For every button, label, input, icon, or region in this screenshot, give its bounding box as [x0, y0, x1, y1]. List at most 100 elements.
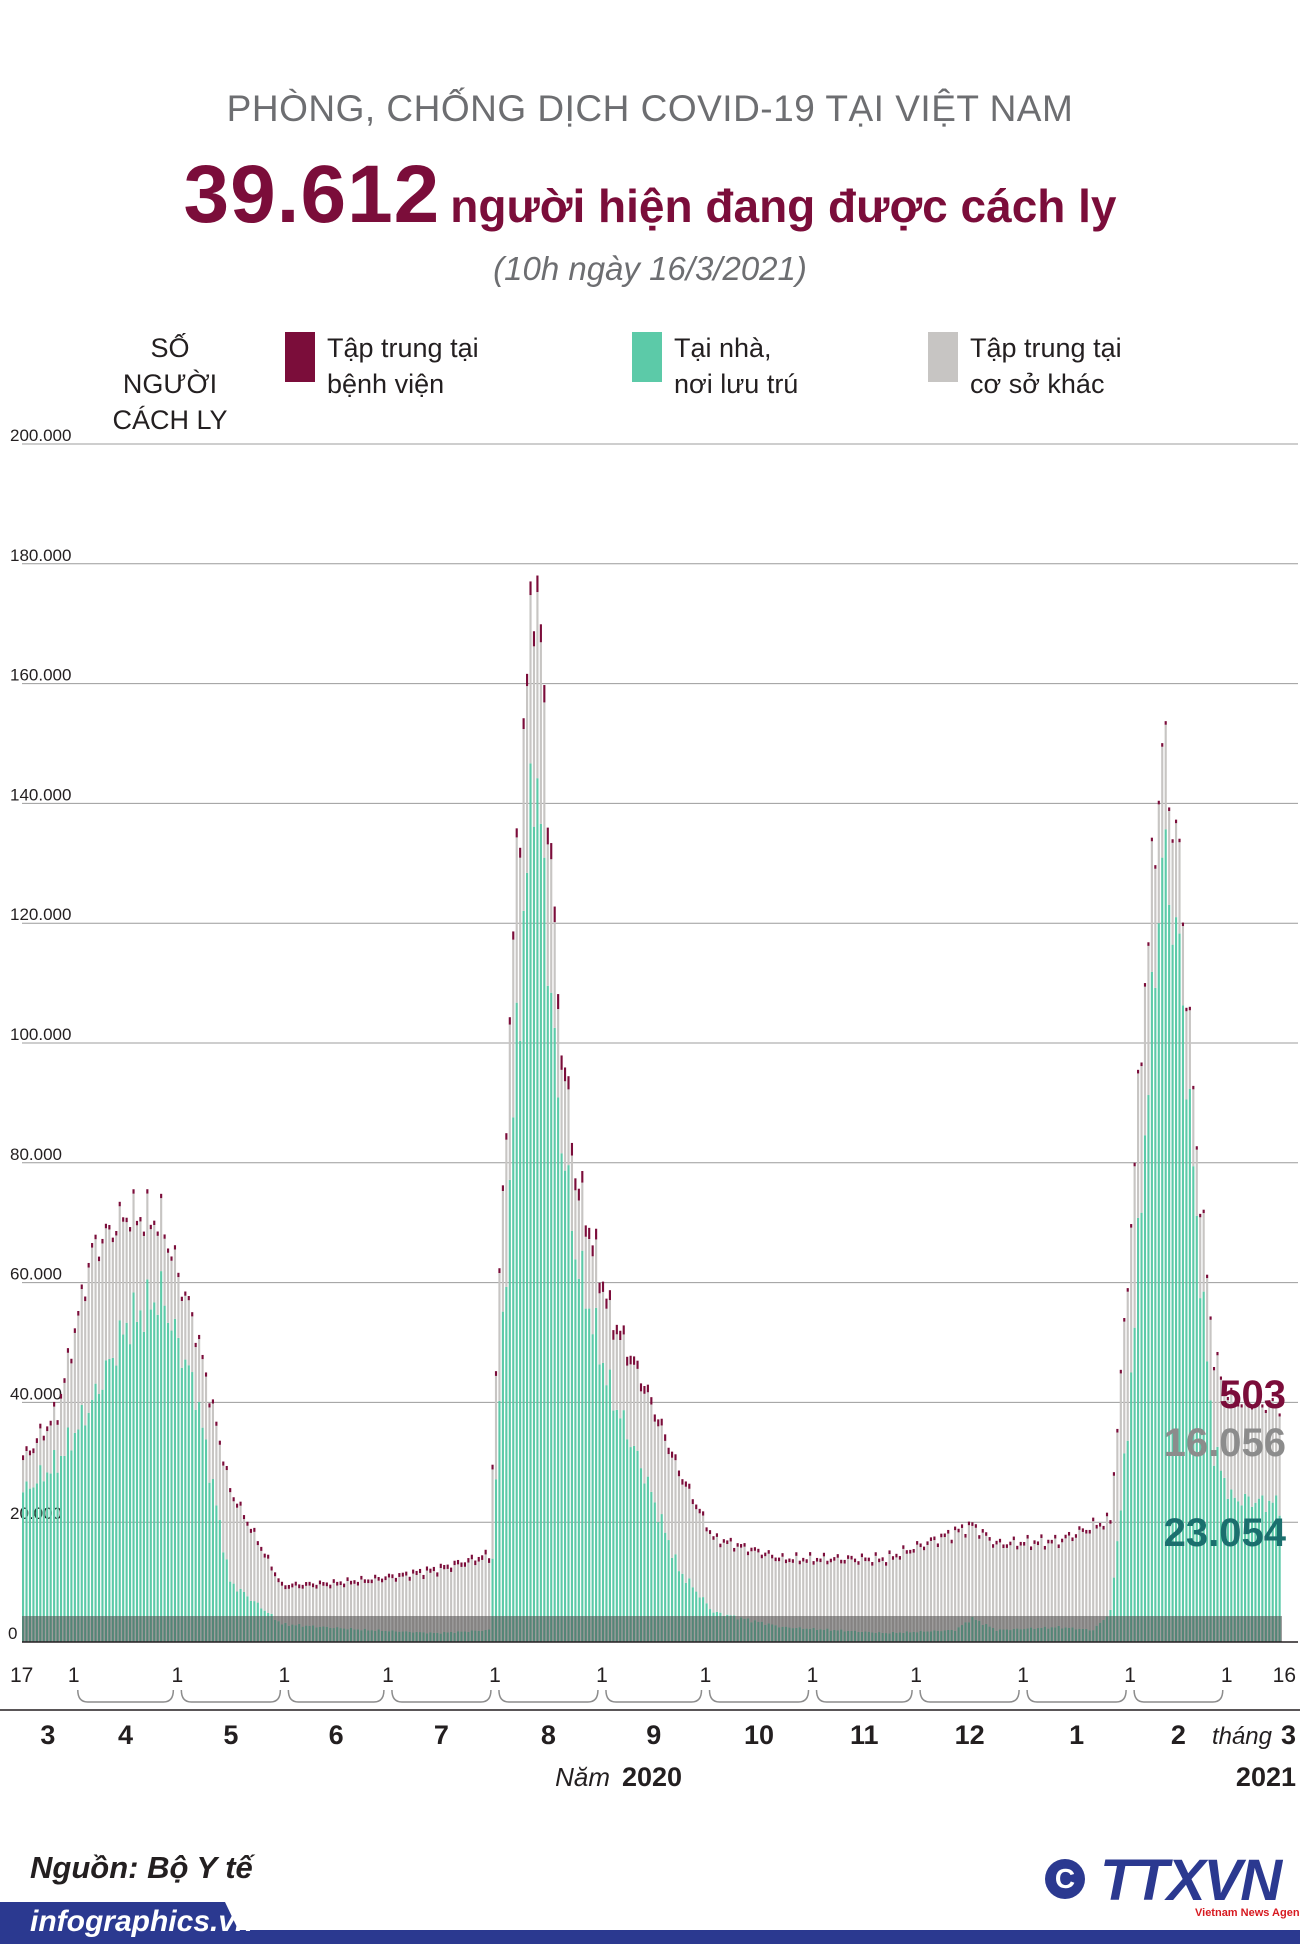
- month-bracket: [1133, 1689, 1224, 1703]
- bar-hospital: [847, 1555, 850, 1559]
- bar-other: [874, 1555, 877, 1633]
- bar-hospital: [104, 1223, 107, 1229]
- bar-hospital: [736, 1543, 739, 1547]
- bar-other: [947, 1533, 950, 1630]
- site-link[interactable]: infographics.vn: [30, 1905, 254, 1938]
- bar-hospital: [729, 1537, 732, 1542]
- bar-other: [39, 1428, 42, 1466]
- bar-hospital: [1016, 1545, 1019, 1550]
- bar-hospital: [139, 1217, 142, 1222]
- bar-other: [1178, 842, 1181, 934]
- bar-hospital: [263, 1553, 266, 1558]
- bar-other: [740, 1547, 743, 1618]
- bar-hospital: [494, 1371, 498, 1376]
- bar-other: [633, 1364, 636, 1446]
- bar-home: [553, 1027, 556, 1642]
- bar-other: [467, 1562, 470, 1632]
- bar-other: [736, 1546, 739, 1620]
- bar-hospital: [708, 1530, 712, 1534]
- bar-other: [522, 729, 525, 911]
- bar-hospital: [315, 1584, 318, 1589]
- bar-hospital: [456, 1559, 460, 1565]
- bar-other: [246, 1525, 249, 1597]
- bar-hospital: [332, 1579, 335, 1583]
- y-tick-label: 200.000: [10, 426, 71, 445]
- month-bracket: [180, 1689, 282, 1703]
- y-tick-label: 40.000: [10, 1384, 62, 1403]
- bar-other: [208, 1407, 211, 1483]
- bar-other: [815, 1561, 819, 1630]
- bar-home: [588, 1308, 591, 1642]
- bar-home: [526, 872, 529, 1642]
- bar-other: [139, 1221, 142, 1311]
- bar-other: [425, 1570, 429, 1634]
- month-label: 3: [1281, 1720, 1296, 1750]
- bar-hospital: [985, 1532, 988, 1536]
- bar-hospital: [412, 1569, 415, 1574]
- bar-other: [201, 1359, 204, 1428]
- bar-home: [1157, 923, 1160, 1642]
- bar-other: [971, 1525, 974, 1617]
- headline: 39.612 người hiện đang được cách ly: [0, 148, 1300, 242]
- bar-other: [778, 1561, 781, 1628]
- day-tick-label: 1: [382, 1664, 394, 1687]
- bar-other: [1012, 1540, 1015, 1629]
- bar-hospital: [864, 1557, 867, 1562]
- bar-home: [87, 1412, 90, 1642]
- bar-other: [1023, 1545, 1026, 1630]
- bar-hospital: [1019, 1541, 1022, 1546]
- bar-hospital: [1123, 1318, 1126, 1322]
- y-tick-label: 180.000: [10, 546, 71, 565]
- bar-other: [646, 1392, 649, 1477]
- bar-other: [891, 1559, 895, 1632]
- bar-other: [529, 595, 532, 764]
- bar-other: [702, 1515, 705, 1598]
- bar-hospital: [622, 1325, 625, 1335]
- bar-hospital: [688, 1483, 691, 1489]
- bar-home: [211, 1479, 215, 1642]
- bar-other: [916, 1544, 919, 1633]
- year-2020-label: 2020: [622, 1762, 682, 1792]
- bar-home: [529, 763, 532, 1642]
- bar-other: [622, 1334, 625, 1411]
- bar-other: [463, 1566, 467, 1632]
- bar-hospital: [698, 1508, 701, 1514]
- bar-hospital: [291, 1583, 294, 1588]
- bar-other: [753, 1550, 756, 1621]
- bar-home: [1150, 971, 1153, 1642]
- bar-hospital: [667, 1447, 670, 1455]
- bar-other: [539, 642, 542, 824]
- bar-hospital: [1130, 1224, 1133, 1228]
- bar-other: [1119, 1373, 1122, 1511]
- bar-hospital: [1102, 1525, 1105, 1530]
- bar-hospital: [957, 1528, 960, 1533]
- bar-hospital: [601, 1281, 605, 1292]
- day-tick-label: 1: [1221, 1664, 1233, 1687]
- bar-other: [405, 1575, 408, 1632]
- bar-other: [933, 1540, 936, 1631]
- logo-subtitle: Vietnam News Agency: [1195, 1907, 1300, 1919]
- bar-hospital: [218, 1440, 221, 1445]
- baseline-strip: [22, 1616, 1282, 1642]
- bar-hospital: [898, 1556, 901, 1560]
- bar-other: [474, 1565, 477, 1631]
- bar-other: [1140, 1066, 1143, 1213]
- bar-home: [1202, 1291, 1205, 1642]
- bar-home: [101, 1389, 104, 1642]
- bar-other: [619, 1340, 622, 1419]
- bar-hospital: [1043, 1545, 1046, 1550]
- bar-hospital: [401, 1572, 404, 1577]
- bar-home: [22, 1492, 25, 1642]
- month-label: 9: [646, 1720, 661, 1750]
- bar-other: [160, 1198, 163, 1272]
- bar-hospital: [1247, 1404, 1250, 1408]
- bar-home: [657, 1521, 660, 1642]
- bar-other: [249, 1532, 252, 1601]
- bar-other: [922, 1550, 926, 1632]
- bar-hospital: [992, 1544, 995, 1548]
- bar-hospital: [280, 1581, 284, 1586]
- bar-other: [1040, 1537, 1043, 1628]
- bar-home: [639, 1468, 643, 1642]
- bar-hospital: [177, 1272, 180, 1278]
- bar-other: [681, 1484, 684, 1574]
